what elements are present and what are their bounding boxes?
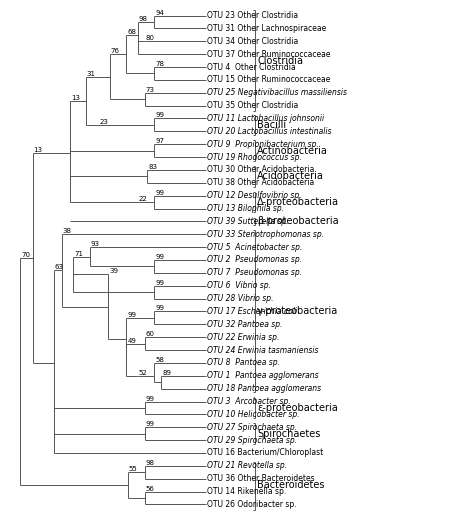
Text: OTU 10 Helicobacter sp.: OTU 10 Helicobacter sp. — [207, 410, 300, 419]
Text: OTU 13 Bilophila sp.: OTU 13 Bilophila sp. — [207, 204, 284, 213]
Text: 68: 68 — [127, 29, 136, 35]
Text: OTU 30 Other Acidobacteria: OTU 30 Other Acidobacteria — [207, 166, 315, 175]
Text: OTU 8  Pantoea sp.: OTU 8 Pantoea sp. — [207, 359, 280, 368]
Text: OTU 2  Pseudomonas sp.: OTU 2 Pseudomonas sp. — [207, 256, 302, 264]
Text: Clostridia: Clostridia — [257, 56, 303, 66]
Text: OTU 32 Pantoea sp.: OTU 32 Pantoea sp. — [207, 320, 283, 329]
Text: OTU 28 Vibrio sp.: OTU 28 Vibrio sp. — [207, 294, 273, 303]
Text: 22: 22 — [138, 196, 147, 202]
Text: γ-proteobacteria: γ-proteobacteria — [257, 306, 338, 316]
Text: 55: 55 — [128, 466, 137, 472]
Text: 98: 98 — [138, 16, 147, 22]
Text: 13: 13 — [34, 147, 43, 153]
Text: OTU 4  Other Clostridia: OTU 4 Other Clostridia — [207, 62, 296, 71]
Text: 99: 99 — [127, 312, 136, 318]
Text: 73: 73 — [146, 87, 155, 93]
Text: OTU 1  Pantoea agglomerans: OTU 1 Pantoea agglomerans — [207, 371, 319, 380]
Text: 76: 76 — [110, 48, 119, 54]
Text: OTU 7  Pseudomonas sp.: OTU 7 Pseudomonas sp. — [207, 268, 302, 277]
Text: 78: 78 — [155, 61, 164, 67]
Text: OTU 3  Arcobacter sp.: OTU 3 Arcobacter sp. — [207, 397, 291, 406]
Text: 99: 99 — [155, 305, 164, 312]
Text: Bacteroidetes: Bacteroidetes — [257, 480, 325, 490]
Text: β-proteobacteria: β-proteobacteria — [257, 216, 339, 226]
Text: 31: 31 — [87, 71, 96, 77]
Text: Δ-proteobacteria: Δ-proteobacteria — [257, 197, 339, 207]
Text: 56: 56 — [146, 486, 154, 491]
Text: OTU 24 Erwinia tasmaniensis: OTU 24 Erwinia tasmaniensis — [207, 345, 319, 354]
Text: 39: 39 — [109, 269, 118, 275]
Text: 99: 99 — [155, 280, 164, 286]
Text: 63: 63 — [55, 264, 64, 270]
Text: OTU 31 Other Lachnospiraceae: OTU 31 Other Lachnospiraceae — [207, 24, 327, 33]
Text: 98: 98 — [146, 460, 155, 466]
Text: OTU 19 Rhodococcus sp.: OTU 19 Rhodococcus sp. — [207, 152, 302, 161]
Text: 38: 38 — [63, 229, 72, 234]
Text: 13: 13 — [71, 95, 80, 101]
Text: OTU 6  Vibrio sp.: OTU 6 Vibrio sp. — [207, 281, 271, 290]
Text: OTU 34 Other Clostridia: OTU 34 Other Clostridia — [207, 37, 299, 46]
Text: OTU 25 Negativibacillus massiliensis: OTU 25 Negativibacillus massiliensis — [207, 88, 347, 97]
Text: 23: 23 — [99, 119, 108, 125]
Text: Spirochaetes: Spirochaetes — [257, 428, 320, 439]
Text: OTU 22 Erwinia sp.: OTU 22 Erwinia sp. — [207, 333, 280, 342]
Text: 60: 60 — [146, 331, 155, 337]
Text: OTU 21 Revotella sp.: OTU 21 Revotella sp. — [207, 461, 287, 470]
Text: OTU 23 Other Clostridia: OTU 23 Other Clostridia — [207, 11, 298, 20]
Text: 80: 80 — [146, 35, 155, 41]
Text: OTU 35 Other Clostridia: OTU 35 Other Clostridia — [207, 101, 299, 110]
Text: 70: 70 — [21, 252, 30, 258]
Text: OTU 20 Lactobacillus intestinalis: OTU 20 Lactobacillus intestinalis — [207, 127, 332, 136]
Text: OTU 26 Odoribacter sp.: OTU 26 Odoribacter sp. — [207, 500, 297, 509]
Text: OTU 5  Acinetobacter sp.: OTU 5 Acinetobacter sp. — [207, 243, 302, 252]
Text: OTU 29 Spirochaeta sp.: OTU 29 Spirochaeta sp. — [207, 435, 297, 444]
Text: 83: 83 — [148, 164, 157, 170]
Text: 99: 99 — [155, 113, 164, 118]
Text: 99: 99 — [155, 254, 164, 260]
Text: Actinobacteria: Actinobacteria — [257, 145, 328, 156]
Text: 93: 93 — [91, 241, 100, 247]
Text: OTU 15 Other Ruminococcaceae: OTU 15 Other Ruminococcaceae — [207, 76, 330, 85]
Text: OTU 16 Bacterium/Chloroplast: OTU 16 Bacterium/Chloroplast — [207, 449, 323, 458]
Text: 99: 99 — [146, 396, 155, 402]
Text: OTU 18 Pantoea agglomerans: OTU 18 Pantoea agglomerans — [207, 384, 321, 393]
Text: OTU 12 Desulfovibrio sp.: OTU 12 Desulfovibrio sp. — [207, 191, 302, 200]
Text: OTU 17 Escherichia coli: OTU 17 Escherichia coli — [207, 307, 297, 316]
Text: 99: 99 — [155, 190, 164, 196]
Text: 97: 97 — [155, 138, 164, 144]
Text: ε-proteobacteria: ε-proteobacteria — [257, 403, 338, 413]
Text: Bacilli: Bacilli — [257, 120, 286, 130]
Text: 99: 99 — [146, 421, 155, 427]
Text: OTU 37 Other Ruminococcaceae: OTU 37 Other Ruminococcaceae — [207, 50, 331, 59]
Text: OTU 39 Sutterella sp.: OTU 39 Sutterella sp. — [207, 217, 289, 226]
Text: OTU 38 Other Acidobacteria: OTU 38 Other Acidobacteria — [207, 178, 314, 187]
Text: OTU 11 Lactobacillus johnsonii: OTU 11 Lactobacillus johnsonii — [207, 114, 324, 123]
Text: 89: 89 — [162, 370, 171, 376]
Text: OTU 9  Propionibacterium sp.: OTU 9 Propionibacterium sp. — [207, 140, 319, 149]
Text: 58: 58 — [155, 357, 164, 363]
Text: 49: 49 — [127, 338, 136, 344]
Text: OTU 27 Spirochaeta sp.: OTU 27 Spirochaeta sp. — [207, 423, 297, 432]
Text: OTU 33 Stenotrophomonas sp.: OTU 33 Stenotrophomonas sp. — [207, 230, 324, 239]
Text: 94: 94 — [155, 10, 164, 15]
Text: OTU 14 Rikenella sp.: OTU 14 Rikenella sp. — [207, 487, 286, 496]
Text: Acidobacteria: Acidobacteria — [257, 171, 324, 181]
Text: 71: 71 — [74, 251, 83, 257]
Text: 52: 52 — [138, 370, 147, 376]
Text: OTU 36 Other Bacteroidetes: OTU 36 Other Bacteroidetes — [207, 474, 315, 483]
